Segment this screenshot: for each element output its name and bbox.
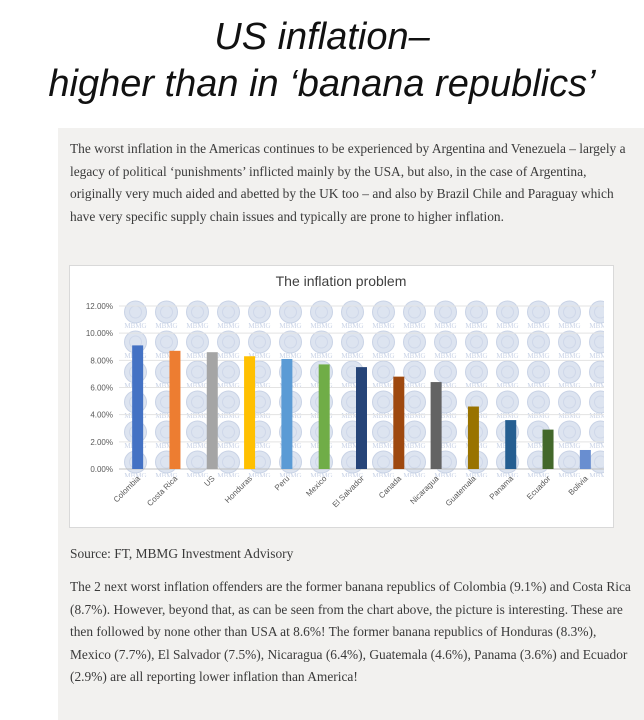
- bar-el-salvador: [356, 367, 367, 469]
- bar-nicaragua: [430, 382, 442, 469]
- x-tick-label: Honduras: [223, 474, 254, 505]
- article-paragraph-intro: The worst inflation in the Americas cont…: [70, 141, 626, 224]
- bar-us: [206, 352, 218, 469]
- x-tick-label: Canada: [377, 474, 404, 501]
- y-tick-label: 12.00%: [86, 302, 113, 311]
- slide-title: US inflation– higher than in ‘banana rep…: [0, 14, 644, 108]
- x-tick-label: Nicaragua: [408, 474, 441, 507]
- chart-svg: MBMG The inflation problem 0.00%2.00%4.0…: [86, 273, 604, 510]
- x-tick-label: Panama: [488, 474, 516, 502]
- x-tick-label: El Salvador: [331, 474, 367, 510]
- bar-ecuador: [542, 429, 554, 469]
- y-tick-label: 6.00%: [90, 384, 113, 393]
- bar-canada: [393, 376, 405, 469]
- x-tick-label: Ecuador: [525, 474, 553, 502]
- article-paragraph-analysis: The 2 next worst inflation offenders are…: [70, 579, 631, 685]
- slide-title-line-1: US inflation–: [214, 16, 430, 58]
- chart-source: Source: FT, MBMG Investment Advisory: [70, 546, 294, 561]
- chart-y-ticks: 0.00% 2.00% 4.00% 6.00% 8.00% 10.00% 12.00%: [86, 302, 113, 474]
- bar-mexico: [318, 364, 330, 469]
- x-tick-label: Bolivia: [567, 474, 590, 497]
- y-tick-label: 0.00%: [90, 465, 113, 474]
- bar-costa-rica: [169, 350, 181, 469]
- x-tick-label: Colombia: [112, 474, 143, 505]
- bar-honduras: [244, 356, 256, 469]
- bar-peru: [281, 358, 293, 469]
- x-tick-label: Mexico: [304, 474, 329, 499]
- bar-guatemala: [467, 406, 479, 469]
- article-panel: The worst inflation in the Americas cont…: [58, 128, 644, 720]
- slide-title-line-2: higher than in ‘banana republics’: [48, 63, 596, 105]
- y-tick-label: 4.00%: [90, 411, 113, 420]
- x-tick-label: Costa Rica: [145, 474, 179, 508]
- chart-x-labels: Colombia Costa Rica US Honduras Peru Mexico El…: [112, 474, 590, 510]
- chart-title: The inflation problem: [276, 273, 407, 289]
- y-tick-label: 10.00%: [86, 329, 113, 338]
- chart-bars: [132, 345, 591, 469]
- y-tick-label: 8.00%: [90, 356, 113, 365]
- x-tick-label: Guatemala: [444, 474, 478, 508]
- bar-bolivia: [579, 449, 591, 469]
- bar-panama: [505, 420, 517, 469]
- bar-colombia: [132, 345, 144, 469]
- y-tick-label: 2.00%: [90, 438, 113, 447]
- inflation-chart: MBMG The inflation problem 0.00%2.00%4.0…: [69, 265, 614, 528]
